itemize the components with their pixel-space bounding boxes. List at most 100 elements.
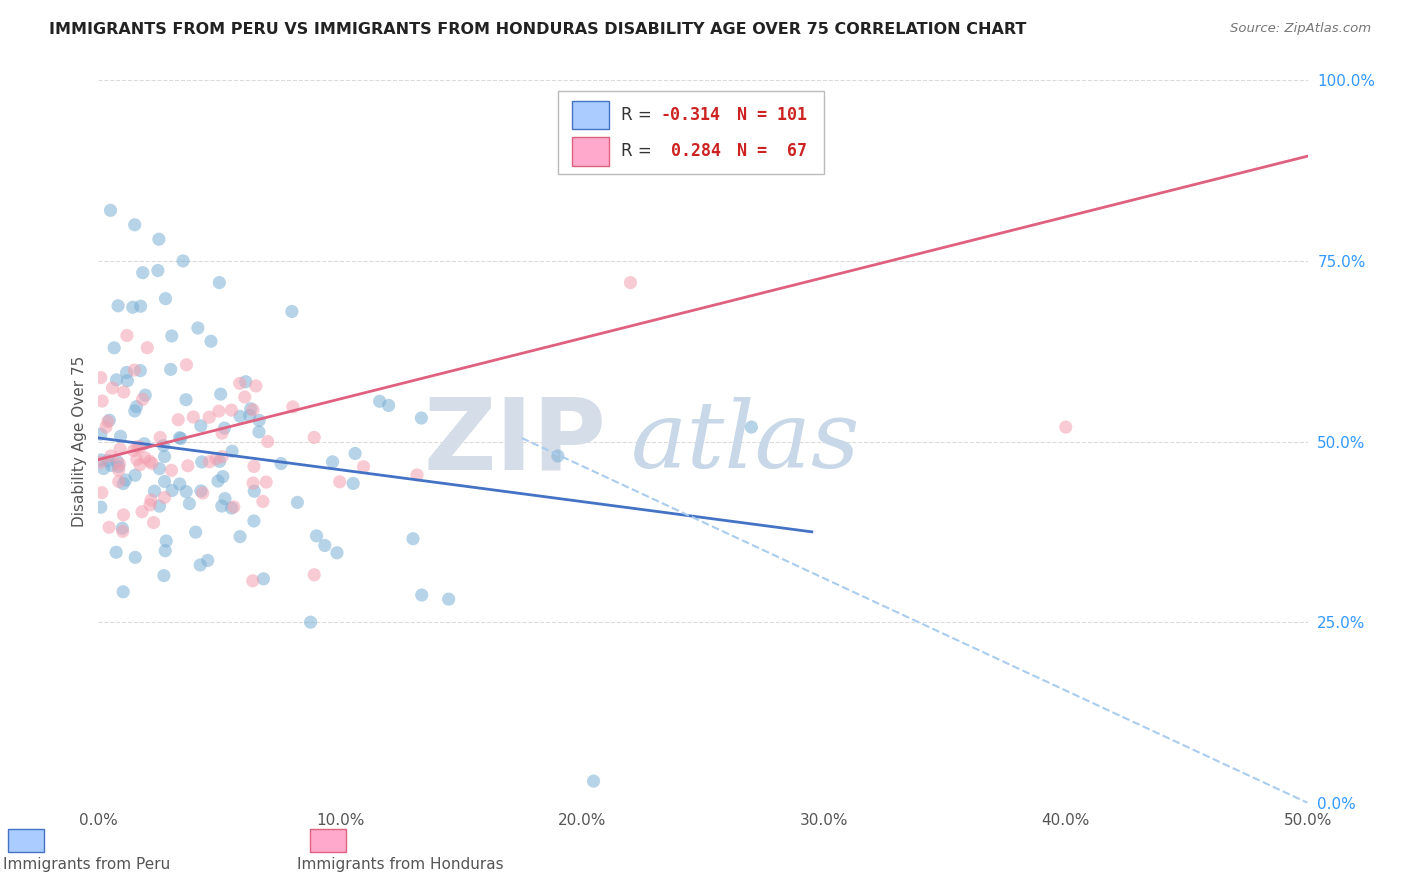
Point [124,404,146,418]
FancyBboxPatch shape [558,91,824,174]
Point [198,455,221,469]
Text: atlas: atlas [630,397,860,486]
Point [153,568,176,582]
Point [129,299,152,313]
Point [134,450,156,465]
Point [547,449,569,463]
Point [141,457,163,471]
Point [134,436,156,450]
Point [243,459,266,474]
Point [160,329,183,343]
Point [211,499,233,513]
Point [114,473,136,487]
Point [172,253,194,268]
Point [153,491,176,505]
Point [134,388,156,402]
Point [132,266,155,280]
Point [239,409,262,423]
FancyBboxPatch shape [8,829,44,852]
Point [131,392,153,407]
Point [101,381,124,395]
Point [100,203,122,218]
Point [125,400,148,414]
Point [242,574,264,588]
Point [117,374,139,388]
Point [169,477,191,491]
Point [124,363,146,377]
Point [233,390,256,404]
Point [198,410,221,425]
Point [90,485,112,500]
Point [242,402,264,417]
Point [211,469,233,483]
Point [247,425,270,439]
Point [97,415,120,429]
Point [222,500,245,514]
Point [256,434,278,449]
Point [229,409,252,424]
Point [90,455,112,469]
Point [353,459,375,474]
Point [125,452,148,467]
Point [208,404,231,418]
Point [188,558,211,572]
Point [302,430,325,444]
Point [128,440,150,454]
Point [411,411,433,425]
Point [179,497,201,511]
Point [344,446,367,460]
Point [143,484,166,499]
Point [305,529,328,543]
Text: Source: ZipAtlas.com: Source: ZipAtlas.com [1230,22,1371,36]
Point [155,533,177,548]
Point [124,218,146,232]
Point [181,410,204,425]
Point [112,508,135,522]
Text: N = 101: N = 101 [737,106,807,124]
Point [100,449,122,463]
Point [197,553,219,567]
Text: Immigrants from Peru: Immigrants from Peru [3,857,170,872]
Point [211,450,233,464]
Point [221,501,243,516]
Point [314,539,336,553]
Point [110,429,132,443]
Point [406,467,429,482]
Point [112,584,135,599]
Point [91,394,114,409]
Point [176,358,198,372]
Point [155,543,177,558]
Point [105,545,128,559]
Point [229,530,252,544]
Point [90,453,112,467]
Point [214,491,236,506]
Point [103,341,125,355]
Point [211,426,233,441]
Point [107,463,129,477]
Point [136,341,159,355]
Point [411,588,433,602]
Point [108,442,131,456]
Point [90,500,112,515]
Point [108,457,131,471]
Point [125,440,148,454]
Point [281,304,304,318]
Point [153,475,176,489]
Point [98,413,121,427]
Point [94,420,117,434]
Point [160,463,183,477]
Text: 0.284: 0.284 [661,142,721,160]
Point [124,550,146,565]
Point [153,450,176,464]
Point [254,475,277,489]
Point [115,366,138,380]
Point [107,459,129,474]
Point [139,498,162,512]
Point [239,401,262,416]
Point [105,455,128,469]
Text: R =: R = [621,142,657,160]
Text: IMMIGRANTS FROM PERU VS IMMIGRANTS FROM HONDURAS DISABILITY AGE OVER 75 CORRELAT: IMMIGRANTS FROM PERU VS IMMIGRANTS FROM … [49,22,1026,37]
Point [177,458,200,473]
Point [174,392,197,407]
Point [221,403,243,417]
